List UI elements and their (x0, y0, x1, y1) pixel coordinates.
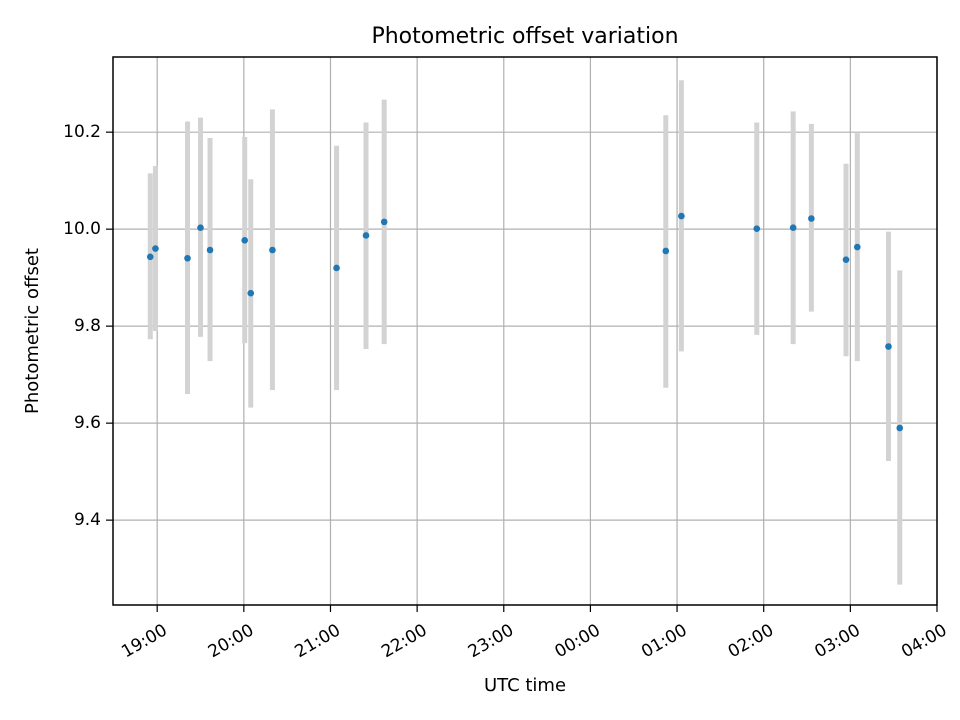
x-tick-label: 23:00 (465, 620, 517, 662)
x-tick-label: 21:00 (292, 620, 344, 662)
data-point (808, 215, 815, 222)
data-point (146, 253, 154, 261)
grid-lines (113, 57, 938, 605)
data-point (269, 246, 276, 254)
data-point (678, 212, 685, 220)
data-point (380, 218, 388, 226)
data-point (241, 237, 249, 244)
error-bars (147, 80, 903, 585)
data-point (247, 289, 255, 297)
y-tick-label: 9.6 (74, 413, 101, 433)
data-point (333, 264, 340, 272)
y-tick-label: 9.4 (74, 510, 101, 530)
x-tick-label: 04:00 (898, 620, 950, 662)
y-tick-label: 10.0 (63, 219, 101, 239)
x-axis-label: UTC time (484, 675, 566, 696)
x-tick-label: 03:00 (811, 620, 863, 662)
data-point (184, 254, 191, 262)
data-point (789, 224, 797, 232)
x-tick-label: 22:00 (378, 620, 430, 662)
data-point (206, 246, 214, 254)
data-point (362, 232, 370, 239)
data-points (146, 212, 904, 432)
data-point (885, 343, 892, 350)
data-point (896, 424, 904, 432)
y-axis-ticks: 9.4 9.6 9.8 10.0 10.2 (63, 122, 113, 530)
x-tick-label: 19:00 (118, 620, 170, 662)
y-axis-label: Photometric offset (22, 248, 43, 414)
x-tick-label: 02:00 (725, 620, 777, 662)
y-tick-label: 9.8 (74, 316, 101, 336)
x-tick-label: 00:00 (551, 620, 603, 662)
data-point (853, 243, 861, 251)
x-tick-label: 20:00 (205, 620, 257, 662)
chart-title: Photometric offset variation (371, 24, 678, 49)
data-point (753, 225, 761, 232)
plot-area-frame (112, 56, 938, 606)
data-point (842, 256, 850, 264)
data-point (197, 224, 204, 232)
data-point (662, 247, 670, 255)
x-tick-label: 01:00 (638, 620, 690, 662)
data-point (152, 245, 159, 252)
x-axis-ticks: 19:00 20:00 21:00 22:00 23:00 00:00 01:00 02:00… (118, 605, 951, 662)
y-tick-label: 10.2 (63, 122, 101, 142)
